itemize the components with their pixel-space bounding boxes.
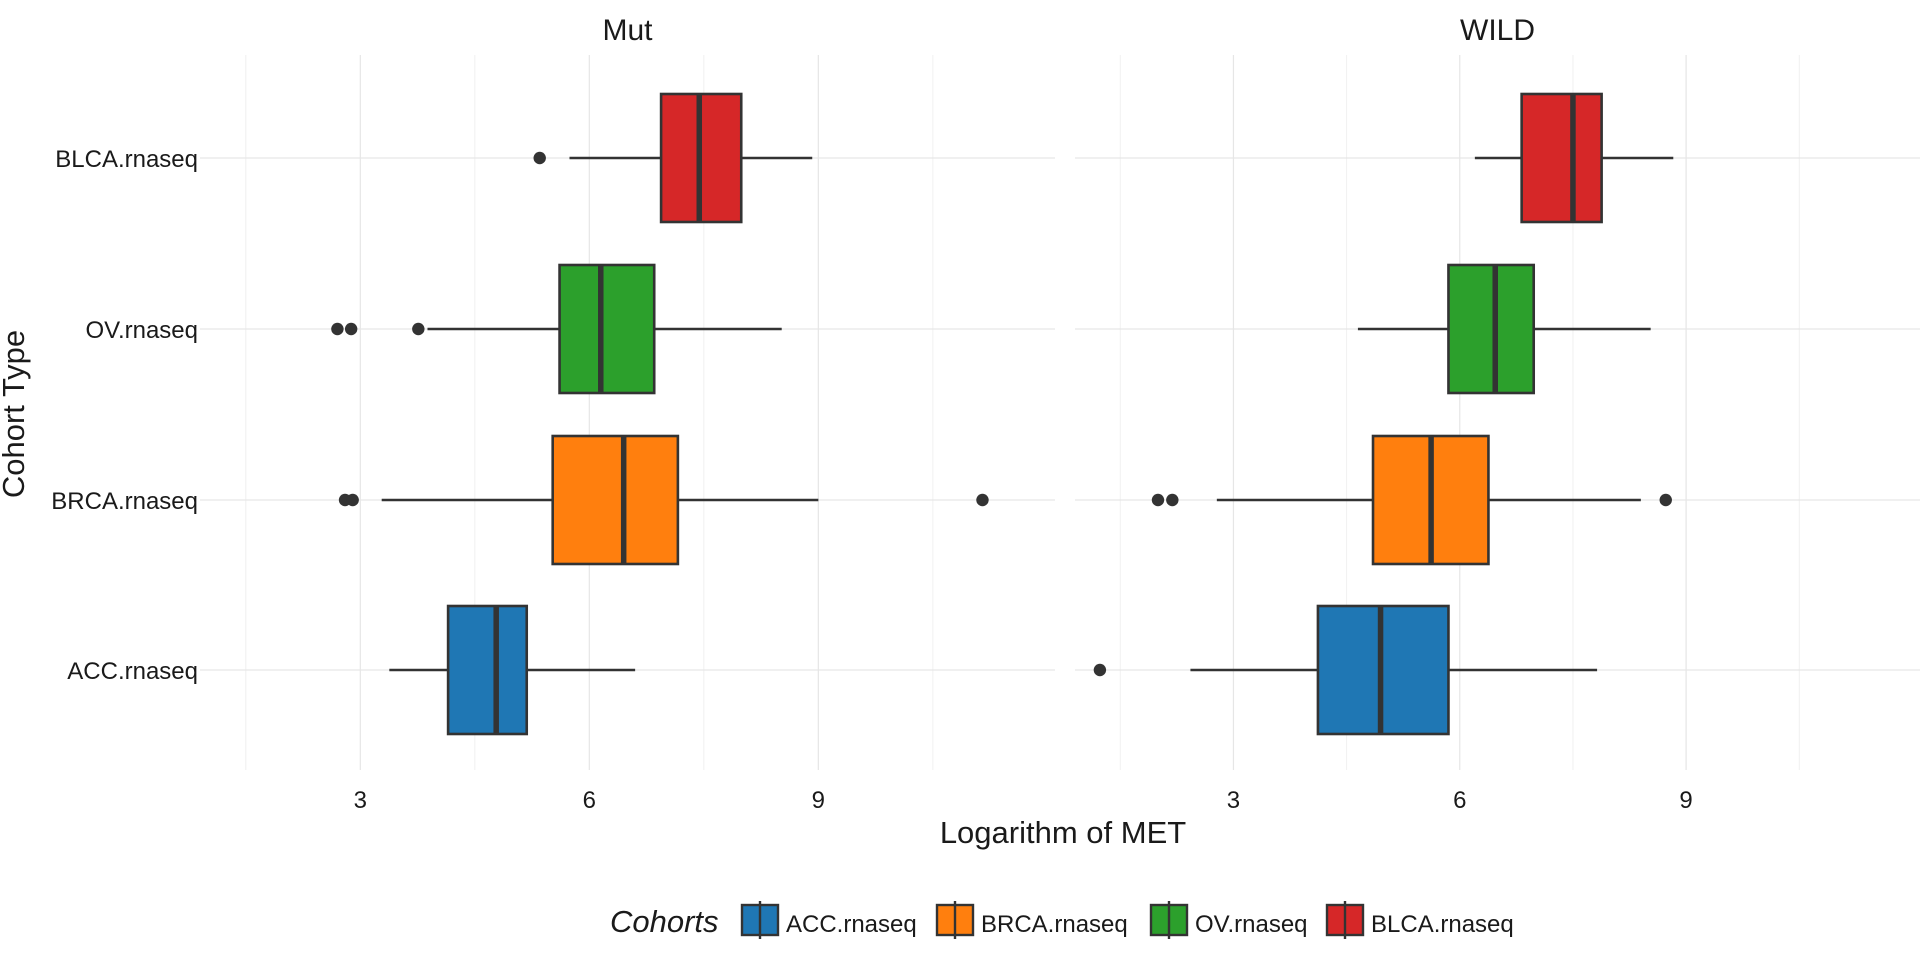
x-tick-label: 9 (812, 787, 825, 814)
y-tick-label: OV.rnaseq (85, 317, 198, 344)
outlier-point (533, 151, 546, 165)
outlier-point (344, 322, 358, 336)
panels-layer: Mut 3 6 9 WILD 3 6 9 ACC.rnaseq BRCA.rnaseq OV.rna… (51, 14, 1920, 814)
legend-title: Cohorts (610, 904, 719, 939)
box-iqr (1447, 263, 1536, 395)
y-tick-label: BLCA.rnaseq (55, 146, 198, 173)
box-blca (1474, 92, 1674, 224)
legend-label: OV.rnaseq (1195, 911, 1308, 938)
legend-item-acc: ACC.rnaseq (740, 901, 917, 939)
box-acc (389, 604, 636, 736)
outlier-point (1659, 493, 1672, 507)
panel-title: Mut (602, 14, 653, 47)
legend-item-brca: BRCA.rnaseq (935, 901, 1128, 939)
box-iqr (558, 263, 656, 395)
box-iqr (446, 604, 529, 736)
box-ov (331, 263, 782, 395)
box-iqr (551, 434, 680, 566)
y-tick-label: BRCA.rnaseq (51, 488, 198, 515)
x-tick-label: 6 (1453, 787, 1466, 814)
x-tick-label: 9 (1679, 787, 1692, 814)
box-ov (1357, 263, 1651, 395)
box-acc (1093, 604, 1598, 736)
x-tick-label: 3 (1227, 787, 1240, 814)
x-tick-label: 3 (354, 787, 367, 814)
legend-item-blca: BLCA.rnaseq (1325, 901, 1514, 939)
legend-label: BLCA.rnaseq (1371, 911, 1514, 938)
x-tick-label: 6 (583, 787, 596, 814)
box-brca (1151, 434, 1672, 566)
box-blca (533, 92, 813, 224)
outlier-point (976, 493, 989, 507)
panel-wild: WILD 3 6 9 (1075, 14, 1920, 814)
x-axis-title: Logarithm of MET (940, 815, 1186, 850)
y-axis-title: Cohort Type (0, 330, 31, 498)
panel-title: WILD (1460, 14, 1535, 47)
panel-mut: Mut 3 6 9 (200, 14, 1055, 814)
legend-label: ACC.rnaseq (786, 911, 917, 938)
box-brca (338, 434, 989, 566)
y-tick-label: ACC.rnaseq (67, 658, 198, 685)
outlier-point (1166, 493, 1179, 507)
outlier-point (1151, 493, 1165, 507)
box-iqr (1520, 92, 1603, 224)
outlier-point (1093, 663, 1107, 677)
legend-label: BRCA.rnaseq (981, 911, 1128, 938)
outlier-point (346, 493, 359, 507)
outlier-point (331, 322, 344, 336)
legend-item-ov: OV.rnaseq (1149, 901, 1308, 939)
outlier-point (412, 322, 425, 336)
legend: Cohorts ACC.rnaseq BRCA.rnaseq OV.rnaseq BL… (610, 901, 1514, 939)
